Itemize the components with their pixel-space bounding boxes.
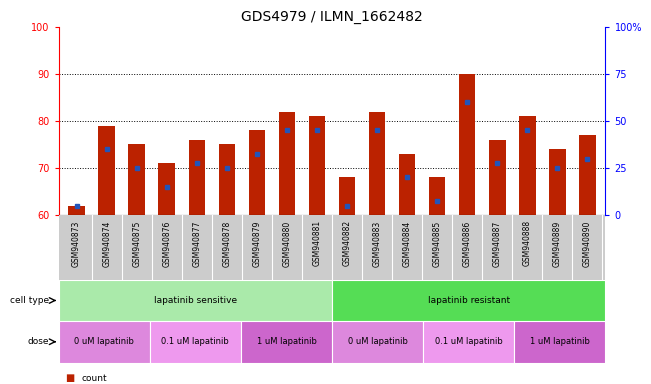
Bar [189, 140, 205, 215]
Bar [241, 321, 332, 363]
Text: GSM940881: GSM940881 [312, 220, 322, 266]
Bar [489, 140, 506, 215]
Text: GSM940884: GSM940884 [402, 220, 411, 266]
Bar [514, 321, 605, 363]
Bar [150, 321, 241, 363]
Bar [219, 144, 235, 215]
Text: GSM940876: GSM940876 [162, 220, 171, 266]
Title: GDS4979 / ILMN_1662482: GDS4979 / ILMN_1662482 [241, 10, 423, 25]
Text: 0 uM lapatinib: 0 uM lapatinib [74, 337, 134, 346]
Text: lapatinib sensitive: lapatinib sensitive [154, 296, 237, 305]
Bar [249, 131, 265, 215]
Bar [429, 177, 445, 215]
Text: 1 uM lapatinib: 1 uM lapatinib [256, 337, 316, 346]
Bar [59, 280, 332, 321]
Bar [279, 112, 295, 215]
Text: GSM940889: GSM940889 [553, 220, 562, 266]
Bar [399, 154, 415, 215]
Bar [68, 206, 85, 215]
Text: GSM940890: GSM940890 [583, 220, 592, 266]
Bar [128, 144, 145, 215]
Text: 0.1 uM lapatinib: 0.1 uM lapatinib [161, 337, 229, 346]
Text: 0 uM lapatinib: 0 uM lapatinib [348, 337, 408, 346]
Text: GSM940878: GSM940878 [223, 220, 231, 266]
Bar [309, 116, 326, 215]
Text: ■: ■ [65, 373, 74, 383]
Text: GSM940887: GSM940887 [493, 220, 502, 266]
Bar [369, 112, 385, 215]
Bar [423, 321, 514, 363]
Bar [332, 321, 423, 363]
Text: GSM940886: GSM940886 [463, 220, 472, 266]
Text: 1 uM lapatinib: 1 uM lapatinib [530, 337, 590, 346]
Text: GSM940880: GSM940880 [283, 220, 292, 266]
Text: GSM940882: GSM940882 [342, 220, 352, 266]
Bar [549, 149, 566, 215]
Text: GSM940874: GSM940874 [102, 220, 111, 266]
Text: GSM940879: GSM940879 [253, 220, 262, 266]
Text: lapatinib resistant: lapatinib resistant [428, 296, 510, 305]
Text: 0.1 uM lapatinib: 0.1 uM lapatinib [435, 337, 503, 346]
Bar [339, 177, 355, 215]
Text: GSM940875: GSM940875 [132, 220, 141, 266]
Text: GSM940873: GSM940873 [72, 220, 81, 266]
Text: count: count [81, 374, 107, 383]
Bar [59, 321, 150, 363]
Text: GSM940885: GSM940885 [433, 220, 441, 266]
Bar [579, 135, 596, 215]
Bar [459, 74, 475, 215]
Bar [158, 163, 175, 215]
Bar [98, 126, 115, 215]
Text: cell type: cell type [10, 296, 49, 305]
Bar [519, 116, 536, 215]
Text: GSM940877: GSM940877 [192, 220, 201, 266]
Text: GSM940883: GSM940883 [372, 220, 381, 266]
Text: dose: dose [28, 337, 49, 346]
Text: GSM940888: GSM940888 [523, 220, 532, 266]
Bar [332, 280, 605, 321]
